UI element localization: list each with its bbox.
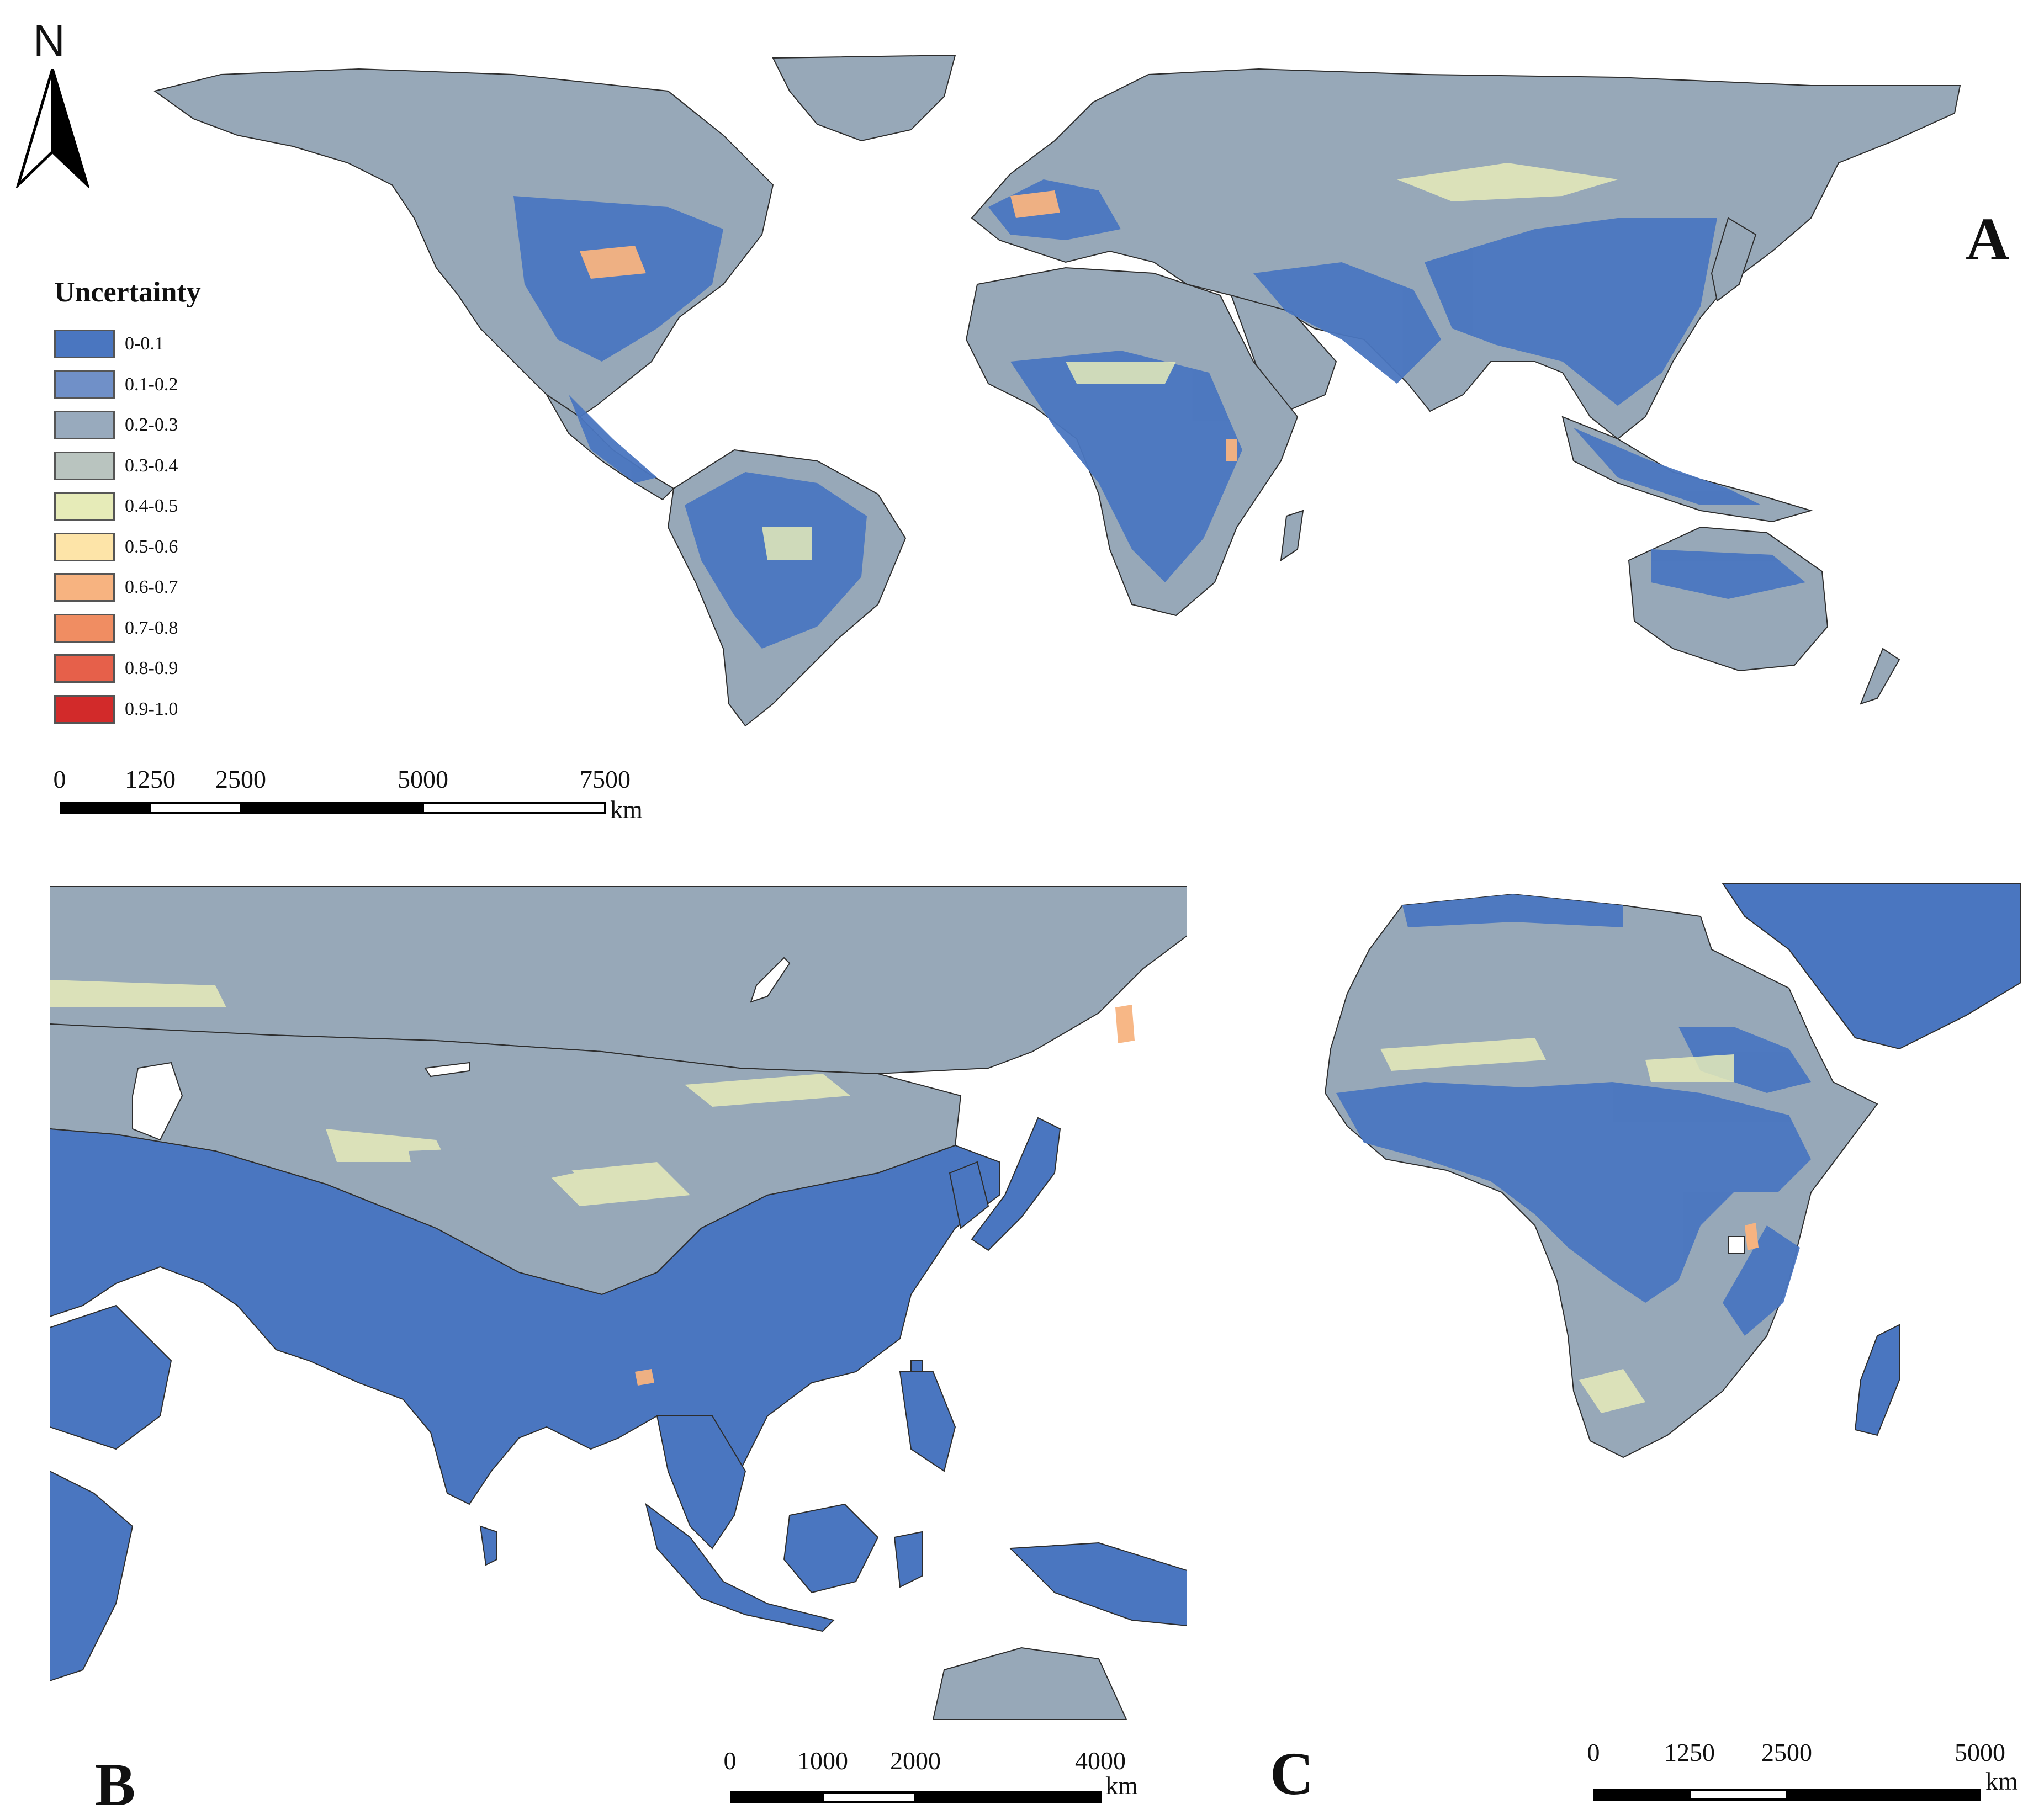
legend-item: 0.9-1.0 (54, 694, 178, 725)
legend-label: 0.7-0.8 (125, 617, 178, 638)
legend-item: 0.5-0.6 (54, 532, 178, 563)
madagascar (1280, 510, 1304, 562)
legend-swatch (54, 694, 115, 724)
legend-label: 0.2-0.3 (125, 415, 178, 435)
legend-item: 0.6-0.7 (54, 572, 178, 603)
scalebar-c-tick: 1250 (1664, 1738, 1715, 1766)
legend-swatch (54, 492, 115, 521)
legend-swatch (54, 613, 115, 643)
scalebar-b-segment (822, 1791, 917, 1803)
legend-swatch (54, 573, 115, 602)
panel-letter-a: A (1966, 205, 2010, 273)
legend-item: 0.8-0.9 (54, 653, 178, 684)
scalebar-a-unit: km (610, 795, 643, 824)
caspian-sea (132, 1062, 183, 1141)
legend-swatch (54, 532, 115, 561)
scalebar-c-segment (1688, 1789, 1788, 1801)
legend-label: 0.4-0.5 (125, 496, 178, 516)
japan (1711, 217, 1757, 302)
arabia-b (50, 1304, 172, 1450)
north-arrow-label: N (33, 16, 65, 65)
scalebar-c-tick: 0 (1587, 1738, 1600, 1766)
legend-label: 0.5-0.6 (125, 536, 178, 557)
se-asia-islands (1561, 416, 1813, 523)
borneo (783, 1503, 879, 1594)
new-zealand (1860, 648, 1900, 705)
scalebar-b-tick: 1000 (797, 1747, 848, 1775)
scalebar-c-tick: 5000 (1955, 1738, 2005, 1766)
scalebar-b-unit: km (1105, 1771, 1138, 1800)
legend-item: 0.4-0.5 (54, 491, 178, 522)
legend-label: 0.6-0.7 (125, 577, 178, 597)
lake-baikal (750, 957, 791, 1003)
legend-item: 0.3-0.4 (54, 450, 178, 481)
japan-b (971, 1117, 1061, 1251)
scalebar-b-segment (730, 1791, 824, 1803)
legend-swatch (54, 451, 115, 480)
africa-map-panel-c (1324, 883, 2021, 1458)
scalebar-b-tick: 0 (723, 1747, 737, 1775)
korea (949, 1161, 989, 1229)
horn-of-africa (50, 1470, 134, 1682)
legend-item: 0.7-0.8 (54, 613, 178, 644)
legend-swatch (54, 654, 115, 683)
greenland (772, 54, 956, 142)
scalebar-c-tick: 2500 (1761, 1738, 1812, 1766)
indochina (656, 1415, 746, 1550)
legend-label: 0-0.1 (125, 333, 164, 354)
australia-b (932, 1647, 1127, 1720)
new-guinea (1009, 1542, 1187, 1627)
madagascar-c (1854, 1324, 1900, 1436)
scalebar-c-segment (1593, 1789, 1691, 1801)
legend-item: 0.1-0.2 (54, 369, 178, 400)
sumatra-java (645, 1503, 835, 1632)
philippines (899, 1371, 956, 1472)
legend-swatch (54, 411, 115, 439)
scalebar-b-tick: 2000 (890, 1747, 941, 1775)
legend-label: 0.8-0.9 (125, 658, 178, 678)
legend-label: 0.9-1.0 (125, 698, 178, 719)
legend-title: Uncertainty (54, 277, 201, 308)
scalebar-a-segment (60, 802, 151, 814)
panel-letter-b: B (95, 1751, 136, 1818)
asia-map-panel-b (50, 886, 1187, 1720)
scalebar-b-tick: 4000 (1075, 1747, 1126, 1775)
scalebar-a-tick: 7500 (580, 765, 631, 793)
sri-lanka (479, 1525, 497, 1566)
panel-letter-c: C (1270, 1740, 1314, 1807)
lake-balkhash (424, 1062, 470, 1078)
legend-swatch (54, 370, 115, 399)
legend-label: 0.1-0.2 (125, 374, 178, 395)
sulawesi (893, 1531, 923, 1588)
scalebar-a-tick: 1250 (125, 765, 176, 793)
scalebar-a-tick: 0 (53, 765, 66, 793)
legend-label: 0.3-0.4 (125, 455, 178, 476)
arabia-c (1722, 883, 2021, 1050)
north-arrow-icon (15, 69, 90, 188)
scalebar-a-tick: 5000 (398, 765, 448, 793)
legend-item: 0-0.1 (54, 328, 164, 359)
scalebar-a-tick: 2500 (215, 765, 266, 793)
scalebar-a-segment (422, 802, 606, 814)
scalebar-c-segment (1786, 1789, 1981, 1801)
legend-item: 0.2-0.3 (54, 410, 178, 441)
scalebar-c-unit: km (1985, 1767, 2018, 1795)
scalebar-a-segment (240, 802, 424, 814)
legend-swatch (54, 330, 115, 358)
scalebar-b-segment (914, 1791, 1102, 1803)
world-map-panel-a (153, 54, 1961, 727)
scalebar-a-segment (149, 802, 242, 814)
